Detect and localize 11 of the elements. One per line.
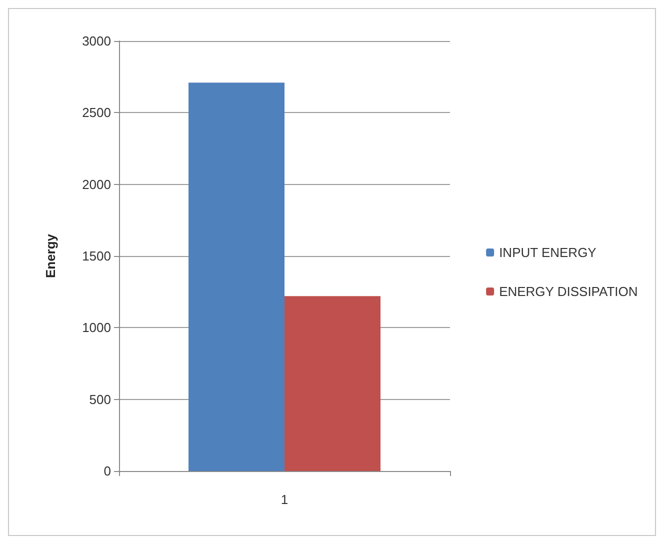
y-tick-label: 2000	[82, 176, 111, 192]
y-tick-label: 2500	[82, 105, 111, 120]
legend-label: INPUT ENERGY	[499, 245, 597, 260]
x-tick-label: 1	[280, 492, 288, 507]
y-tick-label: 500	[89, 392, 111, 407]
y-tick-label: 0	[104, 464, 111, 478]
y-tick-label: 1500	[82, 248, 111, 264]
legend-label: ENERGY DISSIPATION	[499, 284, 638, 299]
y-tick-label: 1000	[82, 320, 111, 336]
y-tick-label: 3000	[82, 34, 111, 48]
y-axis-title: Energy	[43, 233, 58, 278]
